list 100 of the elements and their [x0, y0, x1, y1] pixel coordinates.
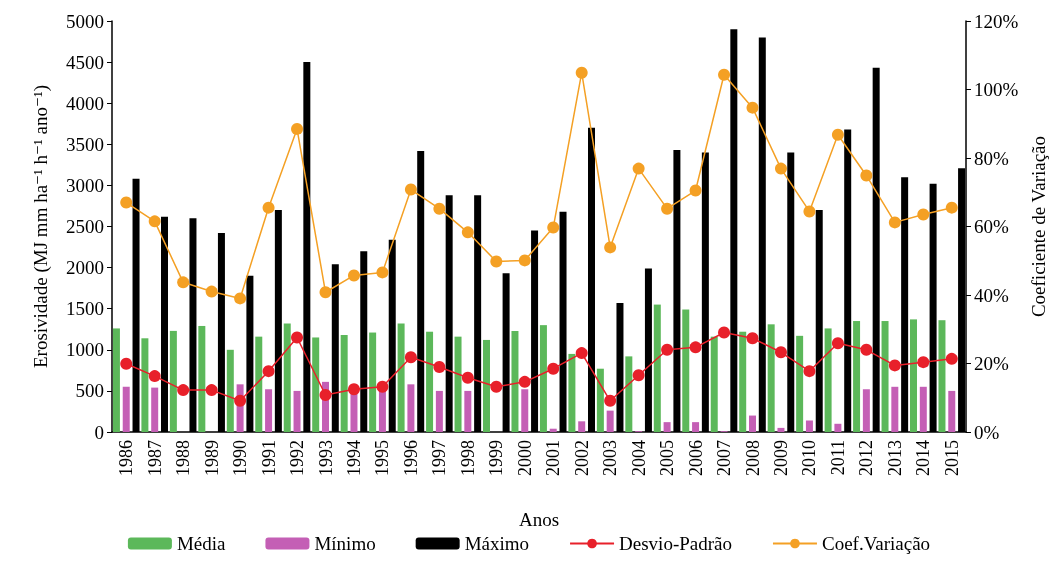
y-tick-label: 4000 [66, 92, 104, 114]
y2-tick-label: 40% [974, 284, 1009, 306]
y-tick-label: 4500 [66, 51, 104, 73]
point [148, 370, 161, 383]
point [718, 326, 731, 339]
point [831, 337, 844, 350]
point [888, 216, 901, 229]
bar [767, 324, 775, 432]
y2-tick-label: 20% [974, 353, 1009, 374]
bar [853, 321, 861, 432]
point [262, 365, 275, 378]
point [291, 122, 304, 135]
x-tick-label: 1989 [201, 440, 222, 476]
bar [483, 339, 490, 432]
bar [283, 323, 291, 432]
bar [426, 331, 434, 432]
point [632, 369, 645, 382]
point [347, 269, 360, 282]
x-tick-label: 2008 [742, 440, 763, 476]
point [604, 241, 617, 254]
bar [464, 390, 472, 432]
y-tick-label: 2500 [66, 216, 104, 237]
bar [824, 328, 832, 432]
x-tick-label: 1990 [230, 440, 251, 476]
bar [169, 330, 177, 432]
point [120, 196, 133, 209]
point [661, 202, 674, 215]
point [461, 371, 474, 384]
point [291, 331, 304, 344]
point [518, 254, 531, 267]
y-tick-label: 3000 [66, 174, 104, 196]
point [689, 184, 702, 197]
bar [796, 335, 804, 432]
point [860, 169, 873, 182]
point [433, 202, 446, 215]
bar [435, 390, 443, 432]
bar [578, 421, 586, 432]
bar [265, 389, 273, 432]
point [547, 362, 560, 375]
point [148, 215, 161, 228]
point [746, 101, 759, 114]
bar [625, 356, 633, 432]
bar [739, 331, 747, 432]
bar [805, 420, 813, 432]
bar [919, 386, 927, 432]
point [575, 347, 588, 360]
point [433, 361, 446, 374]
point [376, 266, 389, 279]
bar [682, 309, 690, 432]
point [234, 292, 247, 305]
y-tick-label: 1500 [66, 298, 104, 320]
bar [862, 389, 870, 432]
y2-tick-label: 120% [974, 10, 1019, 32]
point [803, 365, 816, 378]
x-tick-label: 1988 [173, 440, 194, 476]
point [177, 276, 190, 289]
bar [141, 338, 149, 432]
point [888, 359, 901, 372]
point [661, 343, 674, 356]
legend-label: Mínimo [314, 533, 376, 554]
bar [397, 323, 405, 432]
point [917, 208, 930, 221]
bar [596, 368, 604, 432]
point [945, 201, 958, 214]
point [347, 383, 360, 396]
bar [881, 321, 889, 432]
bar [293, 390, 301, 432]
bar [454, 336, 462, 432]
x-tick-label: 2012 [856, 440, 877, 476]
point [461, 226, 474, 239]
legend-label: Média [176, 533, 226, 554]
y-tick-label: 1000 [66, 339, 104, 361]
legend-label: Coef.Variação [821, 533, 931, 554]
y-tick-label: 3500 [66, 133, 104, 155]
point [689, 341, 702, 354]
x-tick-label: 2002 [571, 440, 592, 476]
x-tick-label: 2011 [827, 440, 848, 476]
bar [749, 415, 756, 432]
bar [151, 387, 159, 432]
bar [122, 386, 130, 432]
bar [568, 353, 576, 432]
bar [511, 330, 519, 432]
y-axis-title: Erosividade (MJ mm ha⁻¹ h⁻¹ ano⁻¹) [30, 84, 52, 369]
bar [369, 332, 377, 432]
point [234, 394, 247, 407]
bar [255, 336, 263, 432]
x-tick-label: 1991 [258, 440, 279, 476]
bar [834, 423, 842, 432]
x-tick-label: 2006 [685, 440, 706, 476]
x-tick-label: 1998 [457, 440, 478, 476]
bar [910, 319, 917, 432]
point [177, 384, 190, 397]
y-tick-label: 2000 [66, 257, 104, 279]
legend-label: Desvio-Padrão [619, 533, 732, 554]
x-axis-title: Anos [518, 509, 560, 530]
bar [549, 428, 557, 432]
x-tick-label: 2001 [543, 440, 564, 476]
bar [340, 335, 348, 432]
point [803, 205, 816, 218]
bar [378, 390, 386, 432]
